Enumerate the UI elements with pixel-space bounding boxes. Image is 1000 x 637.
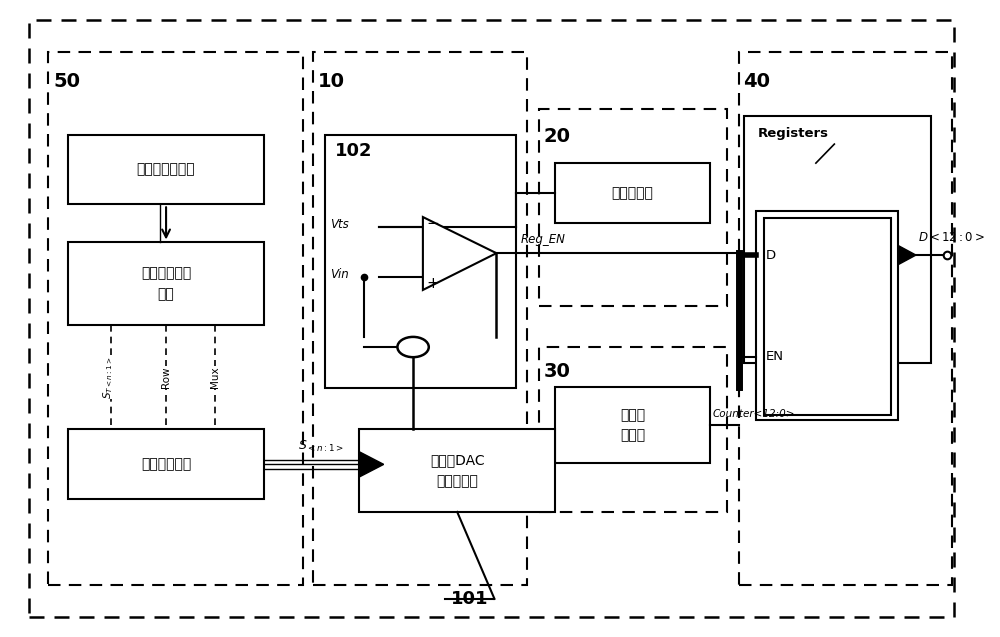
Text: EN: EN (766, 350, 784, 363)
Bar (555, 163, 710, 224)
Bar (68, 134, 264, 204)
Bar (756, 211, 898, 420)
Bar (359, 429, 555, 512)
Text: 101: 101 (451, 590, 489, 608)
Text: 温度传感器电路: 温度传感器电路 (137, 162, 195, 176)
Bar (325, 134, 516, 389)
Bar (68, 243, 264, 325)
Text: 斜坡发生器: 斜坡发生器 (612, 186, 654, 200)
Text: $S_{T<n:1>}$: $S_{T<n:1>}$ (101, 355, 115, 399)
Text: 50: 50 (53, 73, 80, 92)
Bar (739, 52, 952, 585)
Text: Reg_EN: Reg_EN (521, 233, 566, 246)
Text: 格雷码
计数器: 格雷码 计数器 (620, 408, 645, 442)
Text: 40: 40 (743, 73, 770, 92)
Text: D: D (766, 248, 776, 262)
Polygon shape (423, 217, 496, 290)
Bar (764, 218, 891, 415)
Text: 10: 10 (318, 73, 345, 92)
Text: $S_{<n:1>}$: $S_{<n:1>}$ (298, 439, 345, 454)
Text: 20: 20 (543, 127, 570, 146)
Text: 30: 30 (543, 362, 570, 381)
Text: Counter<12:0>: Counter<12:0> (713, 409, 796, 419)
Text: 校正参数提取
电路: 校正参数提取 电路 (141, 266, 191, 301)
Polygon shape (359, 452, 384, 477)
Bar (48, 52, 303, 585)
Polygon shape (898, 246, 916, 264)
Text: −: − (427, 216, 440, 231)
Text: Vts: Vts (330, 217, 349, 231)
Text: 102: 102 (335, 142, 372, 160)
Bar (744, 115, 931, 363)
Text: Registers: Registers (758, 127, 829, 140)
Bar (539, 109, 727, 306)
Text: 电流型DAC
控制尾电流: 电流型DAC 控制尾电流 (430, 454, 485, 488)
Text: $D<12:0>$: $D<12:0>$ (918, 231, 985, 244)
Bar (555, 387, 710, 463)
Bar (313, 52, 527, 585)
Text: Row: Row (161, 366, 171, 388)
Text: Mux: Mux (210, 366, 220, 388)
Text: +: + (427, 276, 440, 291)
Text: Vin: Vin (330, 268, 349, 282)
Text: 数据传输电路: 数据传输电路 (141, 457, 191, 471)
Bar (539, 347, 727, 512)
Bar (68, 429, 264, 499)
